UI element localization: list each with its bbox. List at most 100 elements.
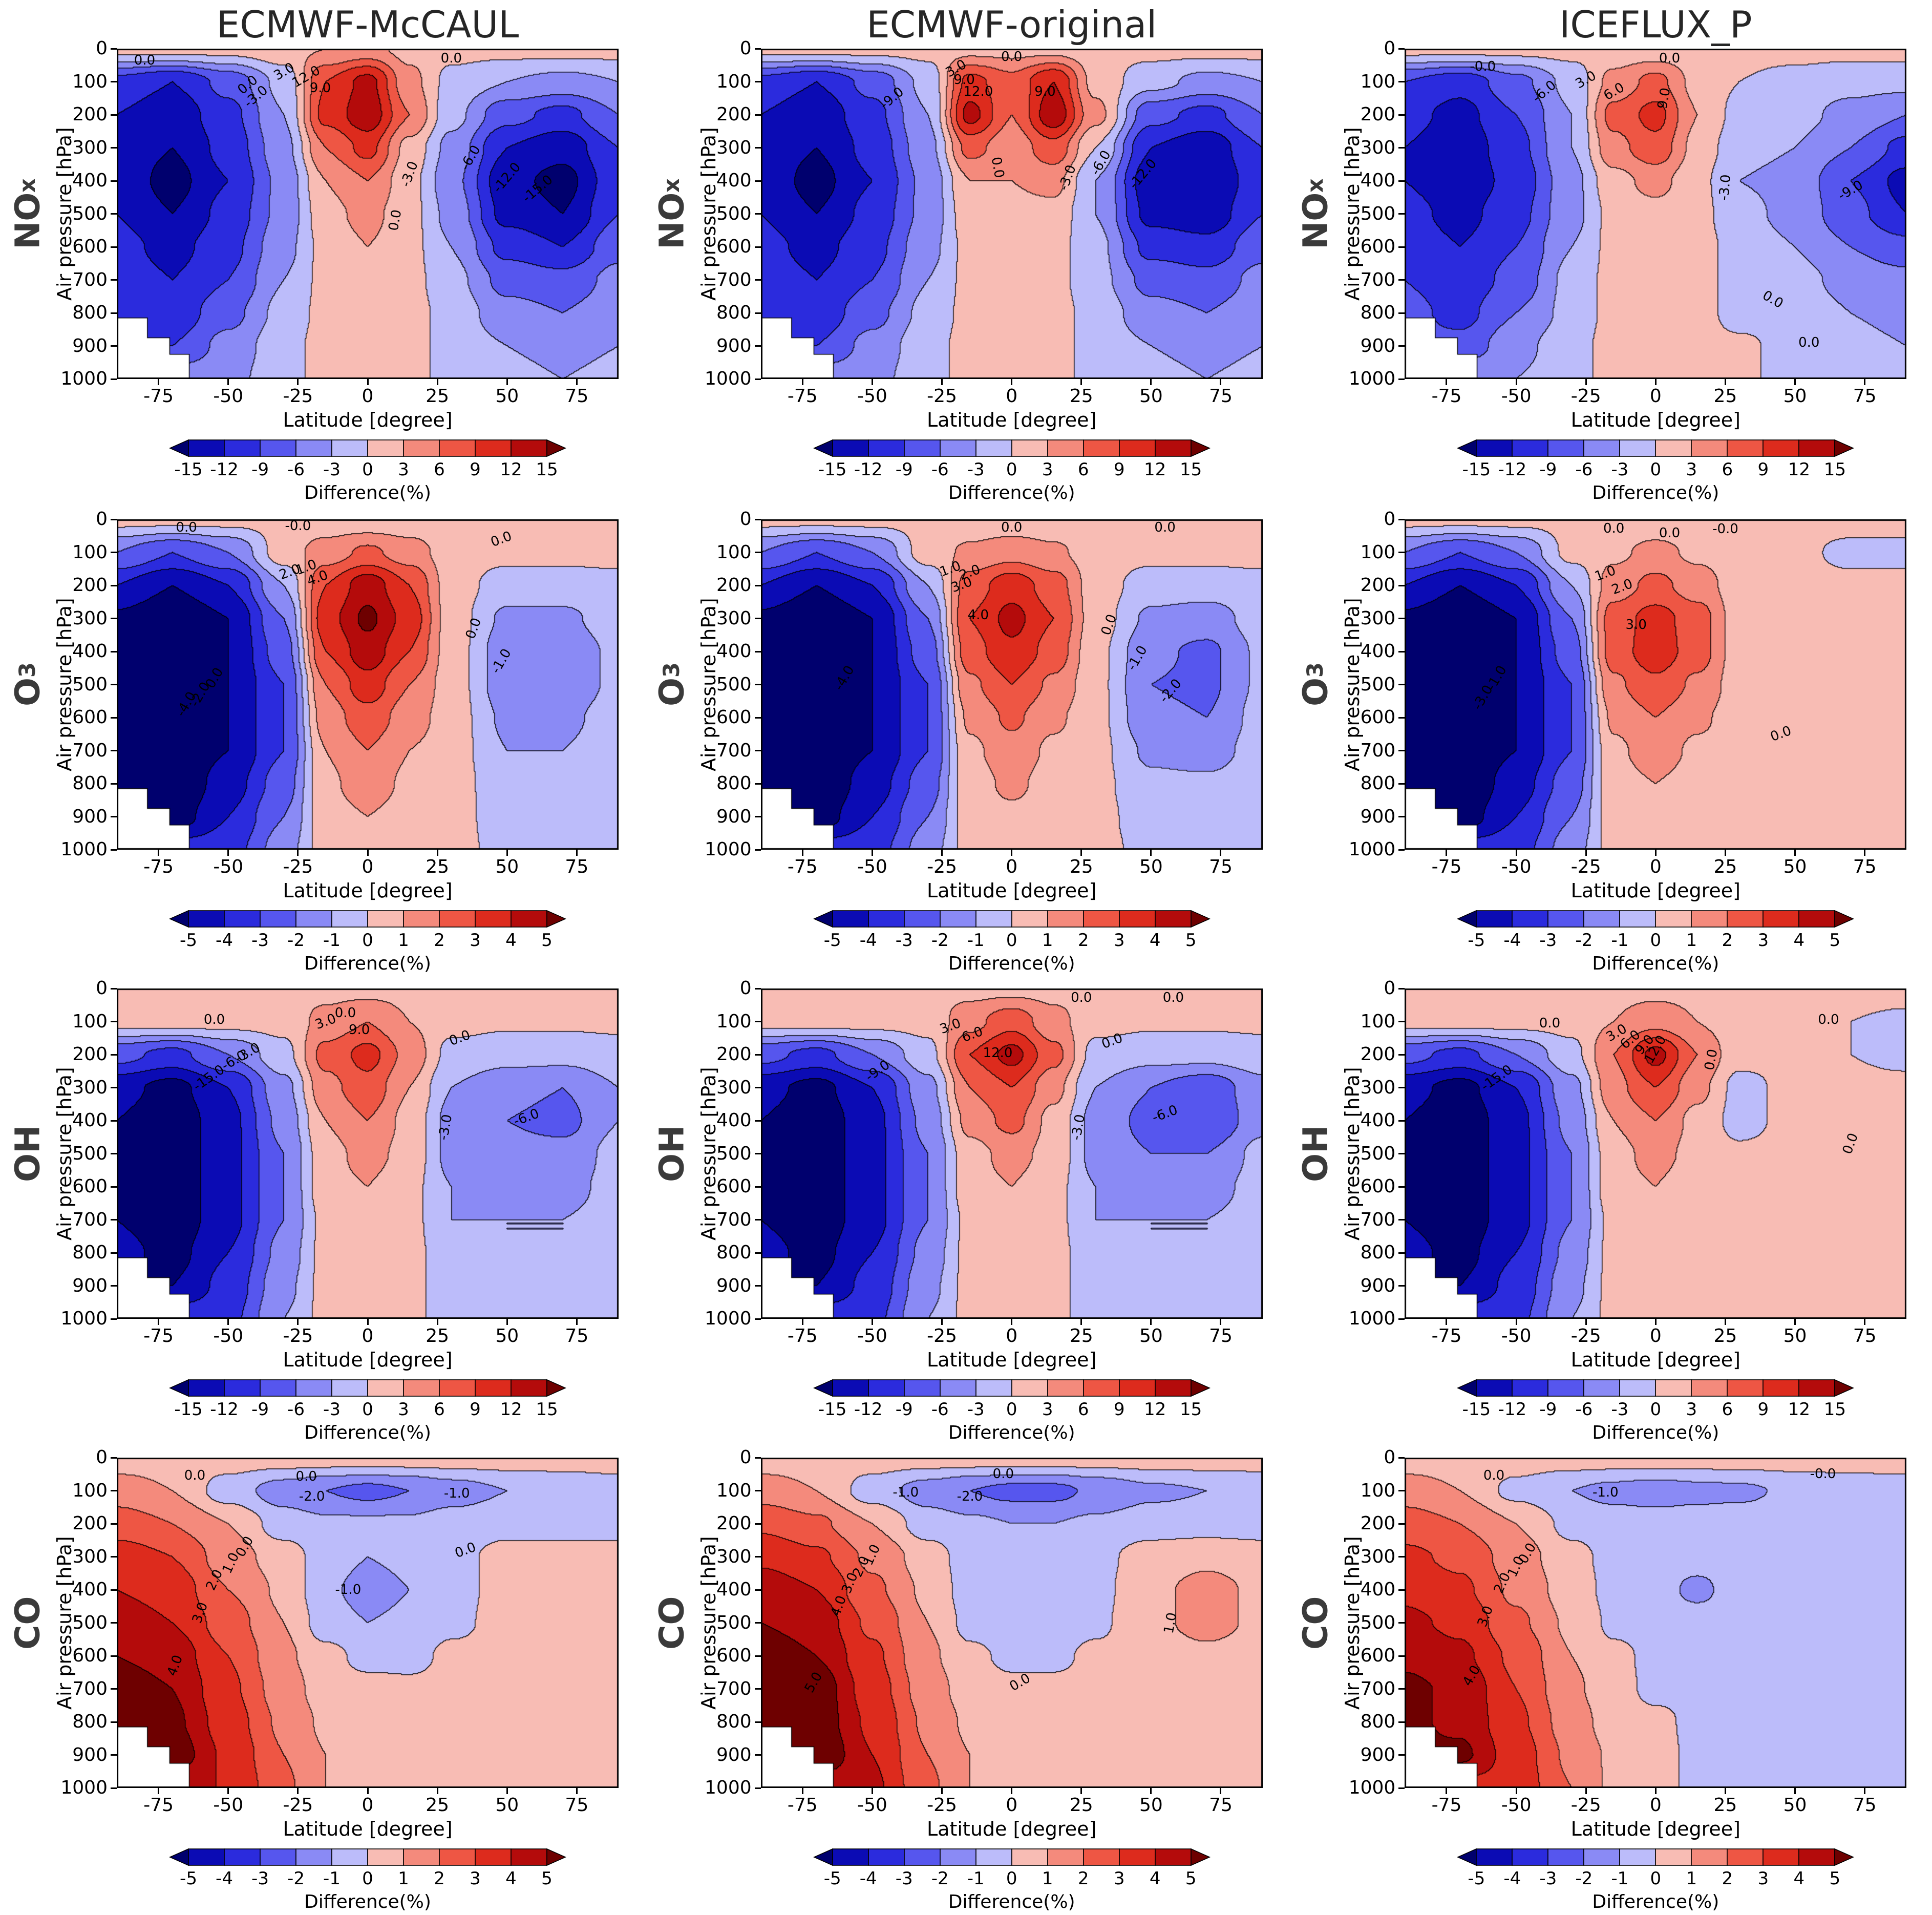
colorbar-tick-label: 3 [398, 1399, 409, 1420]
y-tick-mark [1398, 1655, 1405, 1657]
colorbar-tick-label: 6 [1077, 1399, 1089, 1420]
x-tick-label: -25 [1570, 386, 1601, 407]
x-tick-mark [506, 379, 508, 385]
x-tick-label: 50 [1139, 1795, 1163, 1816]
colorbar-tick-label: -12 [210, 459, 239, 480]
colorbar-tick-label: -9 [895, 459, 913, 480]
colorbar-tick-label: 0 [362, 1868, 373, 1889]
species-main: CO [8, 1596, 48, 1650]
contour-value-label: -1.0 [443, 1485, 470, 1501]
colorbar [813, 1379, 1211, 1397]
colorbar-tick-label: -9 [1539, 1399, 1557, 1420]
y-tick-label: 900 [716, 1744, 752, 1765]
colorbar-tick-label: -3 [251, 1868, 269, 1889]
contour-plot-o3 [760, 519, 1263, 850]
x-tick-mark [506, 850, 508, 856]
x-tick-label: 75 [565, 1325, 589, 1346]
y-tick-label: 300 [1360, 1077, 1396, 1098]
y-tick-mark [754, 849, 761, 851]
x-tick-label: 50 [1783, 856, 1807, 877]
colorbar-tick-label: -2 [1575, 1868, 1593, 1889]
y-tick-label: 400 [716, 170, 752, 191]
colorbar-tick-label: -1 [323, 1868, 341, 1889]
y-tick-mark [754, 1318, 761, 1320]
y-tick-mark [111, 1054, 117, 1056]
y-tick-label: 700 [1360, 740, 1396, 761]
x-tick-mark [367, 850, 369, 856]
y-tick-mark [754, 180, 761, 182]
colorbar-tick-label: 12 [500, 1399, 522, 1420]
x-tick-mark [1011, 1788, 1013, 1794]
colorbar-tick-label: 6 [1077, 459, 1089, 480]
y-tick-mark [754, 1153, 761, 1154]
y-tick-mark [111, 1285, 117, 1287]
y-tick-mark [754, 1219, 761, 1220]
colorbar-tick-label: 12 [500, 459, 522, 480]
y-tick-mark [111, 783, 117, 785]
x-tick-label: 75 [1853, 1795, 1877, 1816]
species-main: OH [1296, 1125, 1335, 1183]
colorbar-tick-label: 6 [1722, 459, 1733, 480]
x-tick-mark [227, 1319, 229, 1325]
x-tick-mark [1011, 850, 1013, 856]
x-tick-mark [1864, 1319, 1866, 1325]
y-tick-label: 1000 [1348, 368, 1396, 389]
y-tick-label: 800 [72, 1242, 108, 1263]
colorbar-tick-label: -4 [859, 930, 877, 951]
y-tick-label: 900 [72, 806, 108, 827]
y-tick-mark [754, 1589, 761, 1591]
x-tick-label: 25 [1713, 386, 1737, 407]
x-tick-mark [1864, 1788, 1866, 1794]
colorbar-tick-label: -4 [216, 930, 233, 951]
colorbar [169, 439, 566, 457]
y-tick-label: 100 [1360, 541, 1396, 563]
x-tick-mark [1724, 379, 1726, 385]
contour-plot-o3 [117, 519, 619, 850]
y-tick-mark [1398, 1021, 1405, 1022]
colorbar-label: Difference(%) [304, 953, 431, 974]
colorbar-tick-label: -5 [180, 1868, 197, 1889]
x-tick-label: -50 [213, 1795, 244, 1816]
colorbar-tick-label: 0 [1650, 1868, 1662, 1889]
x-tick-mark [1150, 1788, 1152, 1794]
y-tick-mark [1398, 1523, 1405, 1525]
y-tick-label: 300 [716, 1077, 752, 1098]
colorbar [1457, 910, 1855, 928]
y-tick-mark [754, 1021, 761, 1022]
contour-value-label: 4.0 [967, 607, 989, 623]
x-tick-label: -25 [1570, 856, 1601, 877]
panel-co-ecmwf-mccaul: CO Air pressure [hPa] 0 100 200 300 400 500 600 7… [0, 1445, 644, 1914]
colorbar-tick-label: 0 [1006, 459, 1017, 480]
x-tick-mark [227, 850, 229, 856]
y-tick-mark [1398, 1318, 1405, 1320]
y-tick-label: 1000 [60, 1777, 108, 1798]
x-tick-label: -75 [1431, 856, 1462, 877]
contour-plot-oh [1405, 988, 1907, 1319]
colorbar-tick-label: -3 [323, 459, 341, 480]
y-tick-label: 800 [1360, 1711, 1396, 1732]
x-tick-label: 50 [1783, 1325, 1807, 1346]
x-tick-label: -75 [1431, 1325, 1462, 1346]
colorbar-label: Difference(%) [1592, 953, 1719, 974]
x-tick-mark [1724, 850, 1726, 856]
colorbar-tick-label: 4 [505, 1868, 517, 1889]
x-tick-mark [1220, 379, 1222, 385]
y-tick-label: 0 [96, 509, 108, 530]
x-tick-mark [1446, 850, 1448, 856]
colorbar-tick-label: 1 [1686, 930, 1697, 951]
y-tick-label: 0 [96, 1447, 108, 1468]
x-tick-label: -75 [1431, 386, 1462, 407]
colorbar-tick-label: 0 [1006, 1399, 1017, 1420]
y-tick-label: 0 [1384, 1447, 1396, 1468]
x-axis-label: Latitude [degree] [927, 1818, 1097, 1840]
x-tick-mark [1794, 1319, 1796, 1325]
colorbar-tick-label: 12 [1144, 459, 1166, 480]
contour-value-label: 0.0 [1001, 49, 1023, 65]
y-tick-mark [111, 1490, 117, 1491]
y-tick-mark [1398, 1054, 1405, 1056]
colorbar-tick-label: 9 [1113, 1399, 1125, 1420]
colorbar-tick-label: -15 [1462, 1399, 1491, 1420]
x-tick-label: -50 [213, 856, 244, 877]
x-tick-mark [158, 1319, 160, 1325]
colorbar-tick-label: 1 [1042, 930, 1053, 951]
